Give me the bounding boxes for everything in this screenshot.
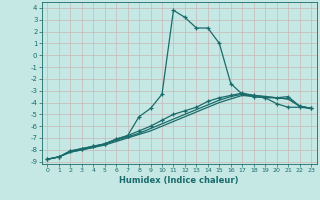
X-axis label: Humidex (Indice chaleur): Humidex (Indice chaleur) [119,176,239,185]
